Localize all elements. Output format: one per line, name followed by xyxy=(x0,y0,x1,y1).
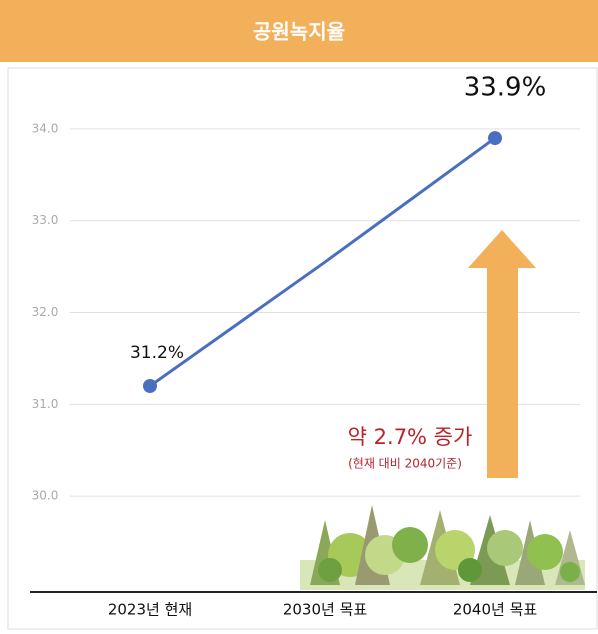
annotation: 약 2.7% 증가 xyxy=(348,425,473,449)
chart: 공원녹지율 약 2.7% 증가 (현재 대비 2040기준) 30.0 31.0 3… xyxy=(0,0,598,630)
chart-title: 공원녹지율 xyxy=(253,20,345,44)
data-label: 33.9% xyxy=(464,73,547,103)
y-tick-label: 31.0 xyxy=(32,397,59,411)
y-tick-label: 32.0 xyxy=(32,305,59,319)
y-tick-label: 34.0 xyxy=(32,121,59,135)
data-point xyxy=(488,131,502,145)
x-tick-label: 2030년 목표 xyxy=(283,601,368,619)
data-label: 31.2% xyxy=(130,343,184,363)
x-tick-label: 2023년 현재 xyxy=(108,601,192,619)
x-tick-label: 2040년 목표 xyxy=(453,601,538,619)
annotation-note: (현재 대비 2040기준) xyxy=(348,457,462,471)
data-point xyxy=(143,379,157,393)
y-tick-label: 30.0 xyxy=(32,489,59,503)
y-tick-label: 33.0 xyxy=(32,213,59,227)
